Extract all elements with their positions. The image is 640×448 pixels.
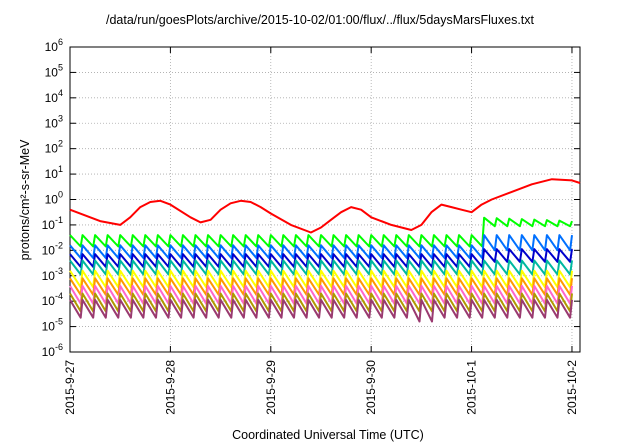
x-tick-label: 2015-10-1 [465,360,479,415]
y-tick-label: 102 [45,139,63,156]
y-tick-label: 103 [45,113,63,130]
y-tick-label: 10-3 [42,266,63,283]
series-line-5 [69,259,573,276]
x-tick-label: 2015-9-27 [63,360,77,415]
y-tick-label: 10-6 [42,342,63,359]
series-line-10 [69,298,573,323]
y-tick-label: 106 [45,37,63,54]
y-tick-label: 10-5 [42,317,63,334]
y-tick-label: 101 [45,164,63,181]
y-tick-label: 10-1 [42,215,63,232]
series-line-2 [69,216,573,248]
x-tick-label: 2015-9-29 [264,360,278,415]
y-tick-label: 10-2 [42,240,63,257]
y-tick-label: 104 [45,88,63,105]
chart-title: /data/run/goesPlots/archive/2015-10-02/0… [105,13,534,27]
x-tick-label: 2015-9-28 [163,360,177,415]
series-line-1 [69,178,581,234]
y-tick-label: 105 [45,62,63,79]
x-tick-label: 2015-9-30 [364,360,378,415]
series-line-3 [69,234,573,259]
y-tick-label: 10-4 [42,291,63,308]
x-tick-label: 2015-10-2 [565,360,579,415]
x-axis-label: Coordinated Universal Time (UTC) [232,428,424,442]
y-tick-label: 100 [45,190,63,207]
